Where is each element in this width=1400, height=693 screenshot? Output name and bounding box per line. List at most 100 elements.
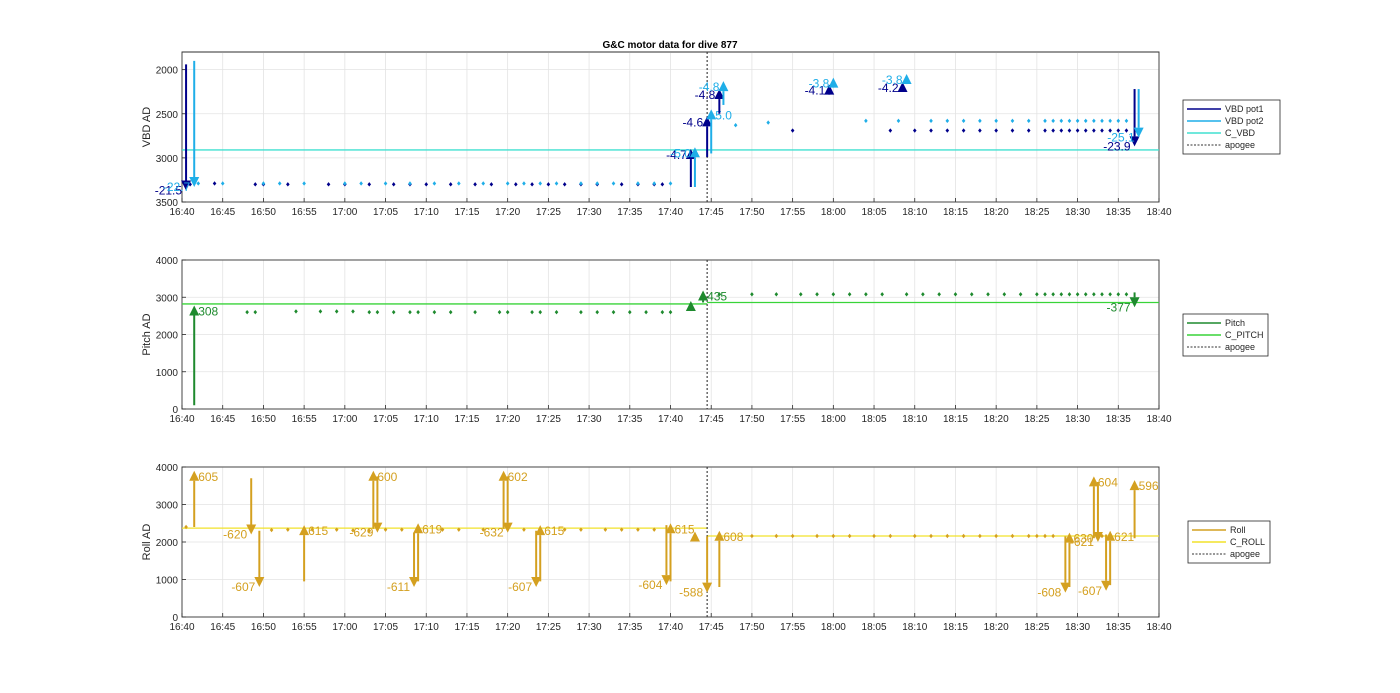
data-point: [1026, 533, 1031, 539]
motor-move-arrow-head: [409, 577, 420, 587]
motor-move-arrow-head: [181, 180, 192, 191]
arrow-value-label: -632: [480, 526, 504, 540]
data-point: [1010, 533, 1015, 539]
data-point: [847, 533, 852, 539]
motor-move-arrow-head: [1133, 127, 1144, 138]
arrow-value-label: 615: [308, 524, 328, 538]
legend-label: VBD pot2: [1225, 116, 1264, 126]
y-tick-label: 1000: [156, 368, 179, 379]
data-point: [619, 182, 624, 187]
arrow-value-label: -607: [1078, 584, 1102, 598]
x-tick-label: 17:00: [332, 414, 357, 425]
y-tick-label: 3500: [156, 198, 179, 209]
data-point: [644, 309, 648, 315]
arrow-value-label: 604: [1098, 475, 1118, 489]
y-tick-label: 0: [172, 405, 178, 416]
y-tick-label: 4000: [156, 256, 179, 267]
y-tick-label: 4000: [156, 463, 179, 474]
x-tick-label: 18:25: [1024, 207, 1049, 218]
data-point: [921, 292, 925, 297]
motor-move-arrow-head: [189, 470, 200, 481]
data-point: [522, 181, 526, 186]
data-point: [318, 309, 323, 314]
x-tick-label: 18:00: [821, 414, 846, 425]
legend-label: C_ROLL: [1230, 537, 1265, 547]
arrow-value-label: -3.8: [882, 73, 903, 87]
x-tick-label: 17:25: [536, 622, 561, 633]
arrow-value-label: -620: [223, 528, 247, 542]
data-point: [978, 533, 982, 539]
data-point: [1059, 118, 1064, 124]
data-point: [1075, 292, 1080, 297]
arrow-value-label: -4.8: [695, 88, 716, 102]
arrow-value-label: -4.1: [805, 84, 826, 98]
x-tick-label: 18:30: [1065, 622, 1090, 633]
figure-title: G&C motor data for dive 877: [602, 40, 737, 51]
data-point: [505, 309, 510, 315]
motor-move-arrow-head: [685, 300, 696, 311]
data-point: [1043, 292, 1047, 297]
motor-move-arrow-head: [531, 577, 542, 587]
x-tick-label: 17:35: [617, 414, 642, 425]
motor-move-arrow-head: [698, 290, 709, 301]
x-tick-label: 17:05: [373, 414, 398, 425]
data-point: [184, 524, 188, 530]
data-point: [1018, 292, 1023, 297]
data-point: [530, 309, 534, 315]
legend-label: VBD pot1: [1225, 104, 1264, 114]
arrow-value-label: -607: [508, 580, 532, 594]
arrow-value-label: -611: [387, 580, 410, 594]
data-point: [367, 528, 372, 533]
x-tick-label: 17:35: [617, 622, 642, 633]
data-point: [945, 128, 950, 133]
data-point: [733, 123, 738, 128]
data-point: [562, 527, 567, 532]
data-point: [978, 118, 982, 124]
data-point: [1051, 533, 1055, 539]
data-point: [611, 309, 616, 315]
arrow-value-label: 615: [675, 522, 695, 536]
data-point: [505, 181, 510, 186]
x-tick-label: 16:45: [210, 622, 235, 633]
motor-move-arrow-head: [189, 305, 200, 316]
motor-move-arrow-head: [702, 116, 713, 127]
data-point: [1116, 292, 1121, 297]
data-point: [872, 533, 876, 539]
y-tick-label: 0: [172, 613, 178, 624]
data-point: [864, 292, 868, 297]
data-point: [880, 292, 884, 297]
data-point: [978, 128, 982, 133]
legend-label: apogee: [1225, 140, 1255, 150]
data-point: [619, 527, 624, 532]
arrow-value-label: -588: [679, 586, 703, 600]
data-point: [627, 309, 632, 315]
data-point: [1067, 292, 1072, 297]
motor-move-arrow-head: [498, 470, 509, 481]
data-point: [1108, 292, 1112, 297]
data-point: [1083, 292, 1088, 297]
data-point: [514, 182, 518, 187]
motor-move-arrow-head: [1060, 582, 1071, 593]
motor-move-arrow-head: [502, 522, 513, 533]
x-tick-label: 18:15: [943, 622, 968, 633]
x-tick-label: 17:10: [414, 207, 439, 218]
data-point: [888, 533, 893, 539]
legend-label: apogee: [1230, 549, 1260, 559]
data-point: [961, 118, 966, 124]
data-point: [212, 181, 217, 186]
data-point: [286, 182, 290, 187]
x-tick-label: 17:30: [577, 622, 602, 633]
data-point: [652, 527, 657, 532]
y-tick-label: 2000: [156, 66, 179, 77]
data-point: [611, 181, 616, 186]
data-point: [717, 292, 722, 297]
motor-move-arrow-head: [714, 89, 725, 100]
arrow-value-label: 308: [198, 304, 218, 318]
motor-move-arrow-head: [535, 525, 546, 536]
data-point: [351, 528, 355, 533]
x-tick-label: 17:25: [536, 414, 561, 425]
data-point: [595, 181, 600, 186]
motor-move-arrow-head: [189, 177, 200, 187]
data-point: [1116, 128, 1121, 133]
data-point: [579, 181, 583, 186]
